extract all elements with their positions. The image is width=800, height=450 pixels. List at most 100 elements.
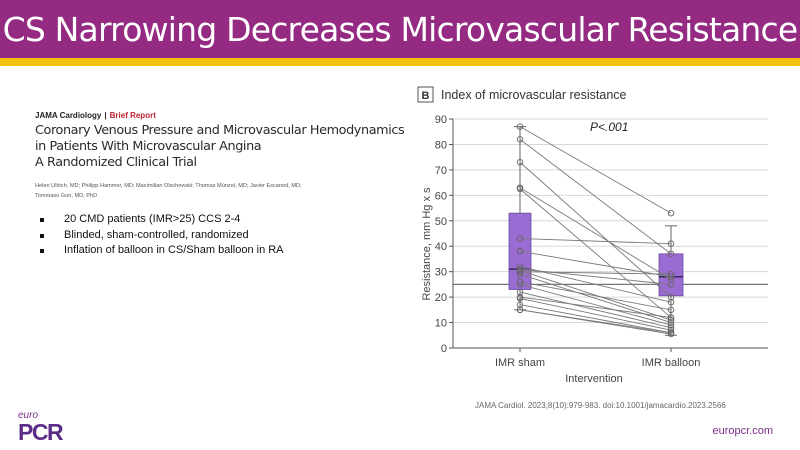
panel-label-box [417,86,434,103]
point-sham [516,136,524,143]
y-tick-label: 80 [435,139,447,151]
paired-line [519,304,672,334]
x-tick-label: IMR sham [495,357,545,369]
bullet-item: Inflation of balloon in CS/Sham balloon … [40,243,284,259]
bullet-list: 20 CMD patients (IMR>25) CCS 2-4 Blinded… [40,212,284,259]
point-balloon [667,306,675,314]
paired-line [519,250,672,278]
logo-pcr-text: PCR [18,419,64,445]
paired-line [519,138,672,255]
point-balloon [667,270,675,278]
x-tick-label: IMR balloon [642,357,701,369]
paper-title-line: Coronary Venous Pressure and Microvascul… [35,123,405,138]
citation: JAMA Cardiol. 2023;8(10):979-983. doi:10… [475,401,726,410]
point-balloon [667,324,675,331]
slide-title: CS Narrowing Decreases Microvascular Res… [2,10,799,49]
point-sham [516,301,524,308]
point-balloon [667,329,675,336]
authors-line: Tommaso Gori, MD, PhD [35,193,98,199]
y-tick-label: 0 [441,343,447,355]
point-balloon [667,326,675,334]
bullet-text: Blinded, sham-controlled, randomized [64,228,249,241]
bullet-item: Blinded, sham-controlled, randomized [40,228,284,244]
y-tick-label: 50 [435,216,447,228]
y-axis-label: Resistance, mm Hg x s [421,187,433,301]
x-axis-label: Intervention [565,373,622,385]
paired-line [519,187,672,280]
paired-line [519,281,672,311]
journal-separator: | [104,111,107,120]
point-sham [516,295,524,302]
slide-header [0,0,800,58]
paper-subtitle: A Randomized Clinical Trial [35,155,197,170]
logo-euro-text: euro [18,410,39,421]
imr-boxplot-chart: B Index of microvascular resistance 0 10 2… [417,86,768,385]
authors-line: Helen Ullrich, MD; Philipp Hammer, MD; M… [35,183,302,189]
point-sham [516,278,524,286]
point-sham [516,159,524,166]
europcr-logo: euro PCR [18,410,64,445]
point-balloon [667,281,675,288]
journal-line: JAMA Cardiology | Brief Report [35,111,156,120]
bullet-square-icon [40,249,44,253]
point-sham [516,281,524,288]
point-balloon [667,276,675,283]
point-sham [516,123,524,130]
point-balloon [667,209,675,217]
point-sham [516,235,524,242]
point-balloon [667,298,675,306]
paired-line [519,296,672,318]
journal-name: JAMA Cardiology [35,111,102,120]
grid-layer [453,118,768,324]
article-type: Brief Report [109,111,156,120]
point-sham [516,270,524,278]
box-layer [508,126,684,336]
point-sham [516,185,524,193]
point-sham [516,263,524,270]
point-balloon [667,321,675,329]
point-balloon [667,314,675,321]
paired-lines-layer [519,126,672,335]
point-balloon [667,316,675,324]
y-tick-label: 20 [435,292,447,304]
paired-line [519,269,672,321]
point-sham [516,248,524,255]
axis-layer: 0 10 20 30 40 50 60 70 80 90 IMR sham IMR balloon [435,114,768,369]
paired-line [519,161,672,298]
point-balloon [667,293,675,301]
bullet-text: Inflation of balloon in CS/Sham balloon … [64,244,284,256]
y-tick-label: 10 [435,318,447,330]
paired-line [519,283,672,326]
paired-line [519,271,672,275]
paired-line [519,291,672,329]
point-balloon [667,273,675,281]
website-link[interactable]: europcr.com [712,425,773,437]
bullet-item: 20 CMD patients (IMR>25) CCS 2-4 [40,212,284,228]
paired-line [519,297,672,331]
paired-line [519,309,672,334]
point-sham [516,268,524,275]
bullet-square-icon [40,233,44,238]
y-tick-label: 40 [435,241,447,253]
y-tick-label: 90 [435,114,447,126]
point-balloon [667,319,675,326]
point-balloon [667,250,675,258]
chart-title: Index of microvascular resistance [441,88,627,102]
paper-title: Coronary Venous Pressure and Microvascul… [35,123,415,171]
paired-line [519,238,672,245]
y-tick-label: 30 [435,267,447,279]
bullet-text: 20 CMD patients (IMR>25) CCS 2-4 [64,213,241,225]
point-sham [516,288,524,296]
y-tick-label: 60 [435,190,447,202]
panel-label: B [422,90,430,102]
point-balloon [667,240,675,247]
accent-band [0,58,800,66]
paper-title-line: in Patients With Microvascular Angina [35,139,262,154]
y-tick-label: 70 [435,165,447,177]
point-sham [516,306,524,314]
p-value-annotation: P<.001 [590,120,628,134]
points-layer [516,123,675,338]
paired-line [519,126,672,214]
paper-authors: Helen Ullrich, MD; Philipp Hammer, MD; M… [35,181,375,201]
bullet-square-icon [40,218,44,222]
